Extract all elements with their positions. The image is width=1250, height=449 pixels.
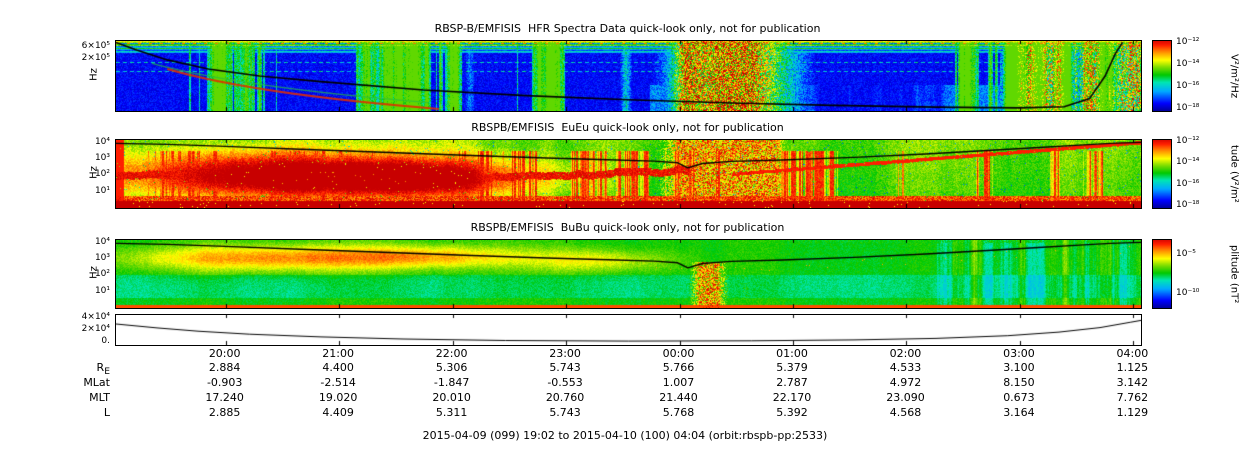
- bubu-spectrogram-frame: [115, 239, 1142, 309]
- colorbar-tick-label: 10⁻¹⁴: [1176, 58, 1200, 69]
- ephemeris-value: 22.170: [772, 391, 812, 404]
- ephemeris-value: 4.972: [889, 376, 922, 389]
- colorbar-tick-label: 10⁻¹²: [1176, 37, 1200, 48]
- hfr-spectrogram-frame: [115, 40, 1142, 112]
- ephemeris-row-label: L: [103, 406, 110, 419]
- ephemeris-value: 1.129: [1116, 406, 1149, 419]
- time-tick-label: 04:00: [1116, 347, 1149, 360]
- ephemeris-value: 20.760: [545, 391, 585, 404]
- colorbar-tick-label: 10⁻⁵: [1176, 248, 1196, 259]
- time-tick-label: 20:00: [208, 347, 241, 360]
- time-tick-label: 21:00: [322, 347, 354, 360]
- ephemeris-value: 2.885: [208, 406, 241, 419]
- ephemeris-value: 0.673: [1003, 391, 1035, 404]
- y-tick-label: 2×10⁵: [81, 53, 110, 64]
- hfr-colorbar: [1153, 41, 1171, 111]
- y-tick-label: 10⁴: [94, 237, 110, 248]
- eueu-panel-title: RBSPB/EMFISIS EuEu quick-look only, not …: [471, 121, 784, 134]
- y-tick-label: 0.: [101, 336, 110, 346]
- ephemeris-value: 20.010: [432, 391, 471, 404]
- hfr-y-axis-label: Hz: [88, 68, 100, 81]
- bubu-panel-title: RBSPB/EMFISIS BuBu quick-look only, not …: [470, 221, 785, 234]
- colorbar-tick-label: 10⁻¹⁰: [1176, 288, 1200, 299]
- bubu-colorbar-unit-label: plitude (nT²: [1228, 244, 1240, 304]
- ephemeris-value: -1.847: [433, 376, 470, 389]
- orbit-line-panel-frame: [115, 314, 1142, 346]
- ephemeris-value: 23.090: [886, 391, 925, 404]
- ephemeris-row-label: RE: [96, 361, 110, 378]
- ephemeris-value: 4.409: [322, 406, 354, 419]
- time-tick-label: 22:00: [435, 347, 468, 360]
- ephemeris-value: 4.533: [889, 361, 922, 374]
- ephemeris-value: 4.400: [322, 361, 354, 374]
- ephemeris-value: 21.440: [659, 391, 698, 404]
- ephemeris-value: -2.514: [320, 376, 356, 389]
- ephemeris-value: 3.100: [1003, 361, 1035, 374]
- colorbar-tick-label: 10⁻¹⁶: [1176, 178, 1200, 189]
- y-tick-label: 10²: [94, 269, 110, 280]
- ephemeris-value: 7.762: [1116, 391, 1149, 404]
- ephemeris-row-label: MLat: [83, 376, 110, 389]
- eueu-spectrogram-canvas: [116, 140, 1141, 208]
- y-tick-label: 6×10⁵: [81, 41, 110, 52]
- hfr-spectrogram-canvas: [116, 41, 1141, 111]
- ephemeris-value: 4.568: [889, 406, 922, 419]
- ephemeris-value: 5.392: [776, 406, 808, 419]
- ephemeris-value: 3.164: [1003, 406, 1035, 419]
- colorbar-tick-label: 10⁻¹⁴: [1176, 157, 1200, 168]
- y-tick-label: 10⁴: [94, 137, 110, 148]
- y-tick-label: 10³: [94, 253, 110, 264]
- ephemeris-value: 5.766: [662, 361, 695, 374]
- bubu-colorbar: [1153, 240, 1171, 308]
- y-tick-label: 2×10⁴: [81, 324, 110, 334]
- ephemeris-value: 17.240: [205, 391, 244, 404]
- bubu-spectrogram-canvas: [116, 240, 1141, 308]
- ephemeris-value: 2.884: [208, 361, 241, 374]
- ephemeris-value: 2.787: [776, 376, 808, 389]
- ephemeris-value: 5.379: [776, 361, 808, 374]
- ephemeris-value: -0.553: [547, 376, 583, 389]
- colorbar-tick-label: 10⁻¹⁶: [1176, 81, 1200, 92]
- ephemeris-value: 8.150: [1003, 376, 1035, 389]
- y-tick-label: 4×10⁴: [81, 312, 110, 322]
- eueu-spectrogram-frame: [115, 139, 1142, 209]
- colorbar-tick-label: 10⁻¹⁸: [1176, 199, 1200, 210]
- ephemeris-value: 5.743: [549, 361, 581, 374]
- hfr-panel-title: RBSP-B/EMFISIS HFR Spectra Data quick-lo…: [434, 22, 821, 35]
- colorbar-tick-label: 10⁻¹²: [1176, 136, 1200, 147]
- ephemeris-value: 1.007: [662, 376, 695, 389]
- y-tick-label: 10²: [94, 169, 110, 180]
- ephemeris-value: 19.020: [318, 391, 358, 404]
- y-tick-label: 10³: [94, 153, 110, 164]
- y-tick-label: 10¹: [94, 185, 110, 196]
- ephemeris-value: 1.125: [1116, 361, 1149, 374]
- y-tick-label: 10¹: [94, 285, 110, 296]
- time-tick-label: 23:00: [549, 347, 581, 360]
- time-tick-label: 01:00: [776, 347, 808, 360]
- eueu-colorbar-frame: [1152, 139, 1172, 209]
- time-tick-label: 00:00: [662, 347, 695, 360]
- bubu-colorbar-frame: [1152, 239, 1172, 309]
- ephemeris-value: 5.311: [435, 406, 468, 419]
- time-tick-label: 02:00: [889, 347, 922, 360]
- colorbar-tick-label: 10⁻¹⁸: [1176, 102, 1200, 113]
- ephemeris-value: 3.142: [1116, 376, 1149, 389]
- ephemeris-value: 5.768: [662, 406, 695, 419]
- eueu-colorbar: [1153, 140, 1171, 208]
- hfr-colorbar-unit-label: V²/m²/Hz: [1228, 53, 1240, 99]
- ephemeris-value: -0.903: [206, 376, 243, 389]
- time-range-caption: 2015-04-09 (099) 19:02 to 2015-04-10 (10…: [422, 429, 828, 442]
- time-tick-label: 03:00: [1003, 347, 1035, 360]
- hfr-colorbar-frame: [1152, 40, 1172, 112]
- ephemeris-value: 5.306: [435, 361, 468, 374]
- eueu-colorbar-unit-label: tude (V²/m²: [1228, 145, 1240, 203]
- ephemeris-row-label: MLT: [89, 391, 110, 404]
- ephemeris-value: 5.743: [549, 406, 581, 419]
- orbit-line-canvas: [116, 315, 1141, 345]
